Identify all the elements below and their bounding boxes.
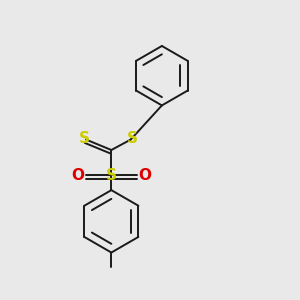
Text: S: S (106, 168, 117, 183)
Text: S: S (127, 131, 138, 146)
Text: O: O (138, 168, 152, 183)
Text: S: S (79, 131, 90, 146)
Text: O: O (71, 168, 84, 183)
